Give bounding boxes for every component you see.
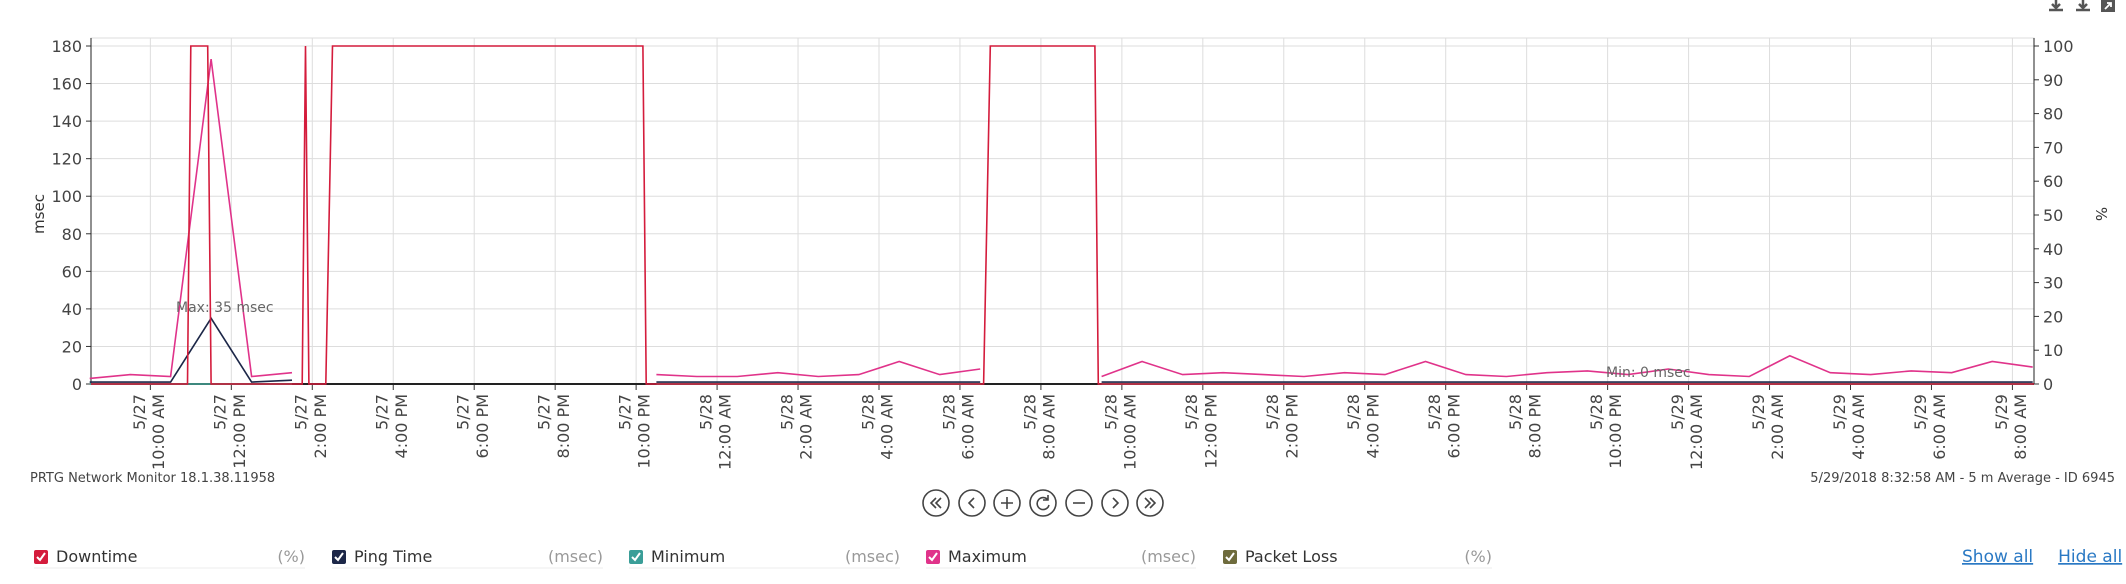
legend-item: Downtime (%) (34, 547, 305, 569)
x-tick-label: 5/282:00 PM (1263, 394, 1301, 458)
y-tick-label: 0 (72, 375, 82, 394)
checkbox-check (928, 552, 938, 562)
legend-unit: (%) (277, 547, 305, 566)
y2-tick-label: 10 (2043, 341, 2063, 360)
legend-label: Downtime (56, 547, 137, 566)
x-tick-label: 5/284:00 AM (858, 394, 896, 460)
x-tick-label: 5/2812:00 AM (696, 394, 734, 470)
x-tick-label: 5/294:00 AM (1830, 394, 1868, 460)
nav-zoom-in[interactable] (993, 489, 1021, 517)
checkbox-check (631, 552, 641, 562)
series-line (89, 316, 2033, 383)
x-tick-label: 5/2812:00 PM (1182, 394, 1220, 469)
x-tick-label: 5/284:00 PM (1344, 394, 1382, 458)
x-tick-label: 5/296:00 AM (1911, 394, 1949, 460)
nav-last[interactable] (1136, 489, 1164, 517)
x-tick-label: 5/2710:00 AM (130, 394, 168, 470)
checkbox-check (1225, 552, 1235, 562)
legend-item: Packet Loss (%) (1223, 547, 1492, 569)
y2-tick-label: 100 (2043, 37, 2074, 56)
legend-checkbox[interactable] (1223, 550, 1237, 564)
annotation: Min: 0 msec (1606, 365, 1691, 381)
nav-first[interactable] (922, 489, 950, 517)
nav-zoom-out[interactable] (1065, 489, 1093, 517)
footer-info: 5/29/2018 8:32:58 AM - 5 m Average - ID … (1810, 471, 2115, 486)
show-all-link[interactable]: Show all (1962, 547, 2033, 567)
y2-tick-label: 40 (2043, 240, 2063, 259)
y2-tick-label: 70 (2043, 138, 2063, 157)
toolbar-icons (2047, 0, 2115, 12)
x-tick-label: 5/2810:00 PM (1587, 394, 1625, 469)
x-tick-label: 5/276:00 PM (454, 394, 492, 458)
x-tick-label: 5/286:00 PM (1425, 394, 1463, 458)
legend-item: Ping Time (msec) (332, 547, 603, 569)
legend-checkbox[interactable] (926, 550, 940, 564)
x-tick-label: 5/274:00 PM (373, 394, 411, 458)
legend-checkbox[interactable] (332, 550, 346, 564)
legend-label: Maximum (948, 547, 1027, 566)
legend-unit: (msec) (1141, 547, 1196, 566)
nav-next[interactable] (1101, 489, 1129, 517)
legend-item: Minimum (msec) (629, 547, 900, 569)
legend-checkbox[interactable] (629, 550, 643, 564)
checkbox-check (334, 552, 344, 562)
y2-tick-label: 90 (2043, 71, 2063, 90)
y-tick-label: 60 (62, 262, 82, 281)
export-icon[interactable] (2076, 0, 2090, 12)
y-tick-label: 120 (51, 150, 82, 169)
plot-frame (90, 37, 2035, 385)
y-tick-label: 80 (62, 225, 82, 244)
x-tick-label: 5/2912:00 AM (1668, 394, 1706, 470)
series-line (91, 45, 2034, 385)
legend-unit: (msec) (548, 547, 603, 566)
x-tick-label: 5/272:00 PM (292, 394, 330, 458)
legend-item: Maximum (msec) (926, 547, 1196, 569)
x-tick-label: 5/2710:00 PM (616, 394, 654, 469)
y2-axis-label: % (2092, 207, 2110, 221)
hide-all-link[interactable]: Hide all (2058, 547, 2122, 567)
footer-version: PRTG Network Monitor 18.1.38.11958 (30, 471, 275, 486)
x-tick-label: 5/288:00 AM (1020, 394, 1058, 460)
y-tick-label: 180 (51, 37, 82, 56)
y2-tick-label: 50 (2043, 206, 2063, 225)
legend-label: Minimum (651, 547, 725, 566)
legend-label: Packet Loss (1245, 547, 1338, 566)
x-tick-label: 5/286:00 AM (939, 394, 977, 460)
annotation: Max: 35 msec (176, 300, 274, 316)
y-tick-label: 140 (51, 112, 82, 131)
y-axis-label: msec (30, 194, 48, 234)
y-tick-label: 160 (51, 75, 82, 94)
y2-tick-label: 60 (2043, 172, 2063, 191)
y2-tick-label: 30 (2043, 274, 2063, 293)
expand-icon[interactable] (2101, 0, 2115, 12)
y2-tick-label: 0 (2043, 375, 2053, 394)
x-tick-label: 5/2810:00 AM (1101, 394, 1139, 470)
x-tick-label: 5/282:00 AM (777, 394, 815, 460)
legend-label: Ping Time (354, 547, 432, 566)
download-icon[interactable] (2047, 0, 2065, 12)
checkbox-check (36, 552, 46, 562)
x-tick-label: 5/278:00 PM (535, 394, 573, 458)
x-tick-label: 5/2712:00 PM (211, 394, 249, 469)
series-line (89, 58, 2033, 380)
y-tick-label: 100 (51, 187, 82, 206)
nav-buttons (922, 489, 1164, 517)
y2-tick-label: 20 (2043, 307, 2063, 326)
y-tick-label: 20 (62, 337, 82, 356)
nav-prev[interactable] (958, 489, 986, 517)
x-tick-label: 5/288:00 PM (1506, 394, 1544, 458)
legend-unit: (msec) (845, 547, 900, 566)
y-tick-label: 40 (62, 300, 82, 319)
legend-unit: (%) (1464, 547, 1492, 566)
nav-reset[interactable] (1029, 489, 1057, 517)
x-tick-label: 5/292:00 AM (1749, 394, 1787, 460)
y2-tick-label: 80 (2043, 105, 2063, 124)
legend-checkbox[interactable] (34, 550, 48, 564)
x-tick-label: 5/298:00 AM (1992, 394, 2030, 460)
